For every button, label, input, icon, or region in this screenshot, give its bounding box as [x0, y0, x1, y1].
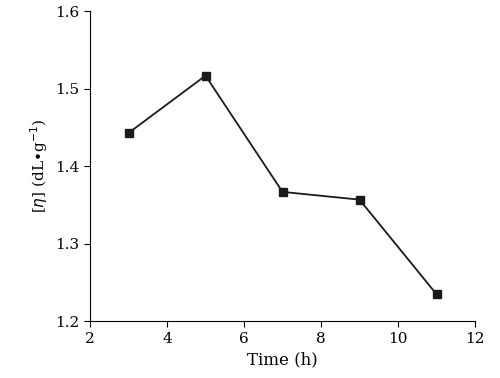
Y-axis label: [$\eta$] (dL•g$^{-1}$): [$\eta$] (dL•g$^{-1}$) [28, 119, 50, 213]
X-axis label: Time (h): Time (h) [247, 351, 318, 368]
